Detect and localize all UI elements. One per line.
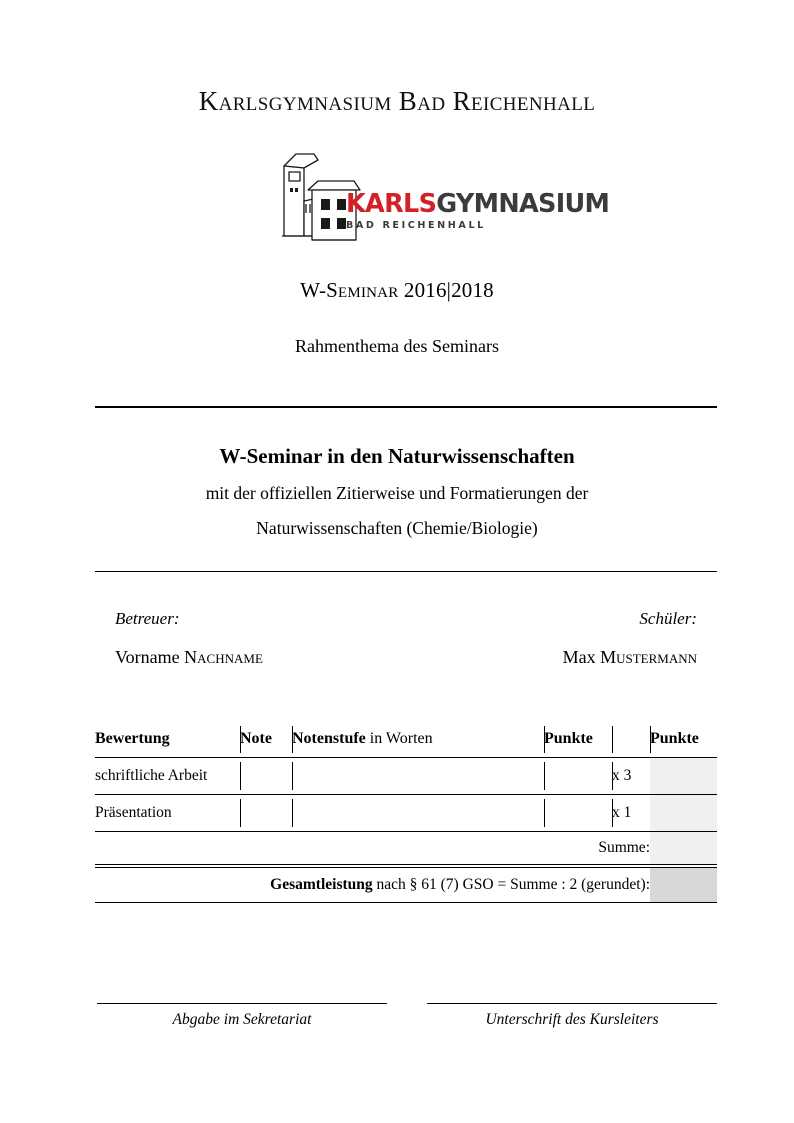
sum-label: Summe: [95,831,650,865]
logo-subtitle: BAD REICHENHALL [346,219,486,231]
logo-main-text: KARLSGYMNASIUM [346,189,610,219]
row-points-input[interactable] [544,757,612,795]
divider-top [95,406,717,408]
row-points-input[interactable] [544,794,612,832]
table-row: Präsentation x 1 [95,794,717,832]
signature-left: Abgabe im Sekretariat [97,1003,387,1043]
signature-right-label: Unterschrift des Kursleiters [485,1011,659,1029]
table-row: schriftliche Arbeit x 3 [95,757,717,795]
header-points-total: Punkte [650,722,717,758]
row-multiplier: x 3 [612,757,650,795]
seminar-years: 2016|2018 [403,278,494,302]
work-title: W-Seminar in den Naturwissenschaften [219,444,575,468]
header-assessment: Bewertung [95,722,240,758]
supervisor-block: Betreuer: Vorname Nachname [115,610,415,666]
header-grade-words: Notenstufe in Worten [292,722,544,758]
school-logo: KARLSGYMNASIUM BAD REICHENHALL [268,150,610,246]
logo-gymnasium-text: GYMNASIUM [436,189,610,219]
double-rule-row [95,864,717,868]
work-subtitle-line2: Naturwissenschaften (Chemie/Biologie) [256,518,538,538]
student-first-name: Max [562,647,596,667]
page-title: Karlsgymnasium Bad Reichenhall [198,86,596,116]
total-label: Gesamtleistung nach § 61 (7) GSO = Summe… [95,867,650,903]
signature-line [427,1003,717,1005]
row-points-total[interactable] [650,757,717,795]
signature-left-label: Abgabe im Sekretariat [172,1011,312,1029]
row-grade-words-input[interactable] [292,757,544,795]
sum-value[interactable] [650,831,717,865]
row-grade-input[interactable] [240,794,292,832]
student-role-label: Schüler: [639,609,697,628]
work-subtitle-line1: mit der offiziellen Zitierweise und Form… [205,483,589,503]
header-multiplier [612,722,650,758]
student-name: Max Mustermann [397,648,697,666]
header-points: Punkte [544,722,612,758]
total-row: Gesamtleistung nach § 61 (7) GSO = Summe… [95,867,717,903]
double-rule-spacer-right [650,864,717,868]
signature-line [97,1003,387,1005]
supervisor-last-name: Nachname [184,647,263,667]
grading-table: Bewertung Note Notenstufe in Worten Punk… [95,722,717,903]
row-assessment-label: Präsentation [95,794,240,832]
supervisor-role-label: Betreuer: [115,609,180,628]
seminar-label: W-Seminar [300,278,399,302]
student-last-name: Mustermann [600,647,697,667]
logo-wordmark: KARLSGYMNASIUM BAD REICHENHALL [346,189,610,231]
supervisor-first-name: Vorname [115,647,180,667]
row-grade-words-input[interactable] [292,794,544,832]
double-rule-spacer [95,864,650,868]
seminar-heading: W-Seminar 2016|2018 [0,278,794,303]
table-header-row: Bewertung Note Notenstufe in Worten Punk… [95,722,717,758]
row-grade-input[interactable] [240,757,292,795]
row-assessment-label: schriftliche Arbeit [95,757,240,795]
student-block: Schüler: Max Mustermann [397,610,697,666]
divider-bottom [95,571,717,572]
people-section: Betreuer: Vorname Nachname Schüler: Max … [95,610,717,680]
sum-row: Summe: [95,831,717,865]
total-value[interactable] [650,867,717,903]
logo-karls-text: KARLS [346,189,437,219]
header-grade: Note [240,722,292,758]
framework-caption: Rahmenthema des Seminars [295,336,499,356]
signature-right: Unterschrift des Kursleiters [427,1003,717,1043]
school-building-icon [282,153,361,241]
supervisor-name: Vorname Nachname [115,648,415,666]
row-multiplier: x 1 [612,794,650,832]
row-points-total[interactable] [650,794,717,832]
